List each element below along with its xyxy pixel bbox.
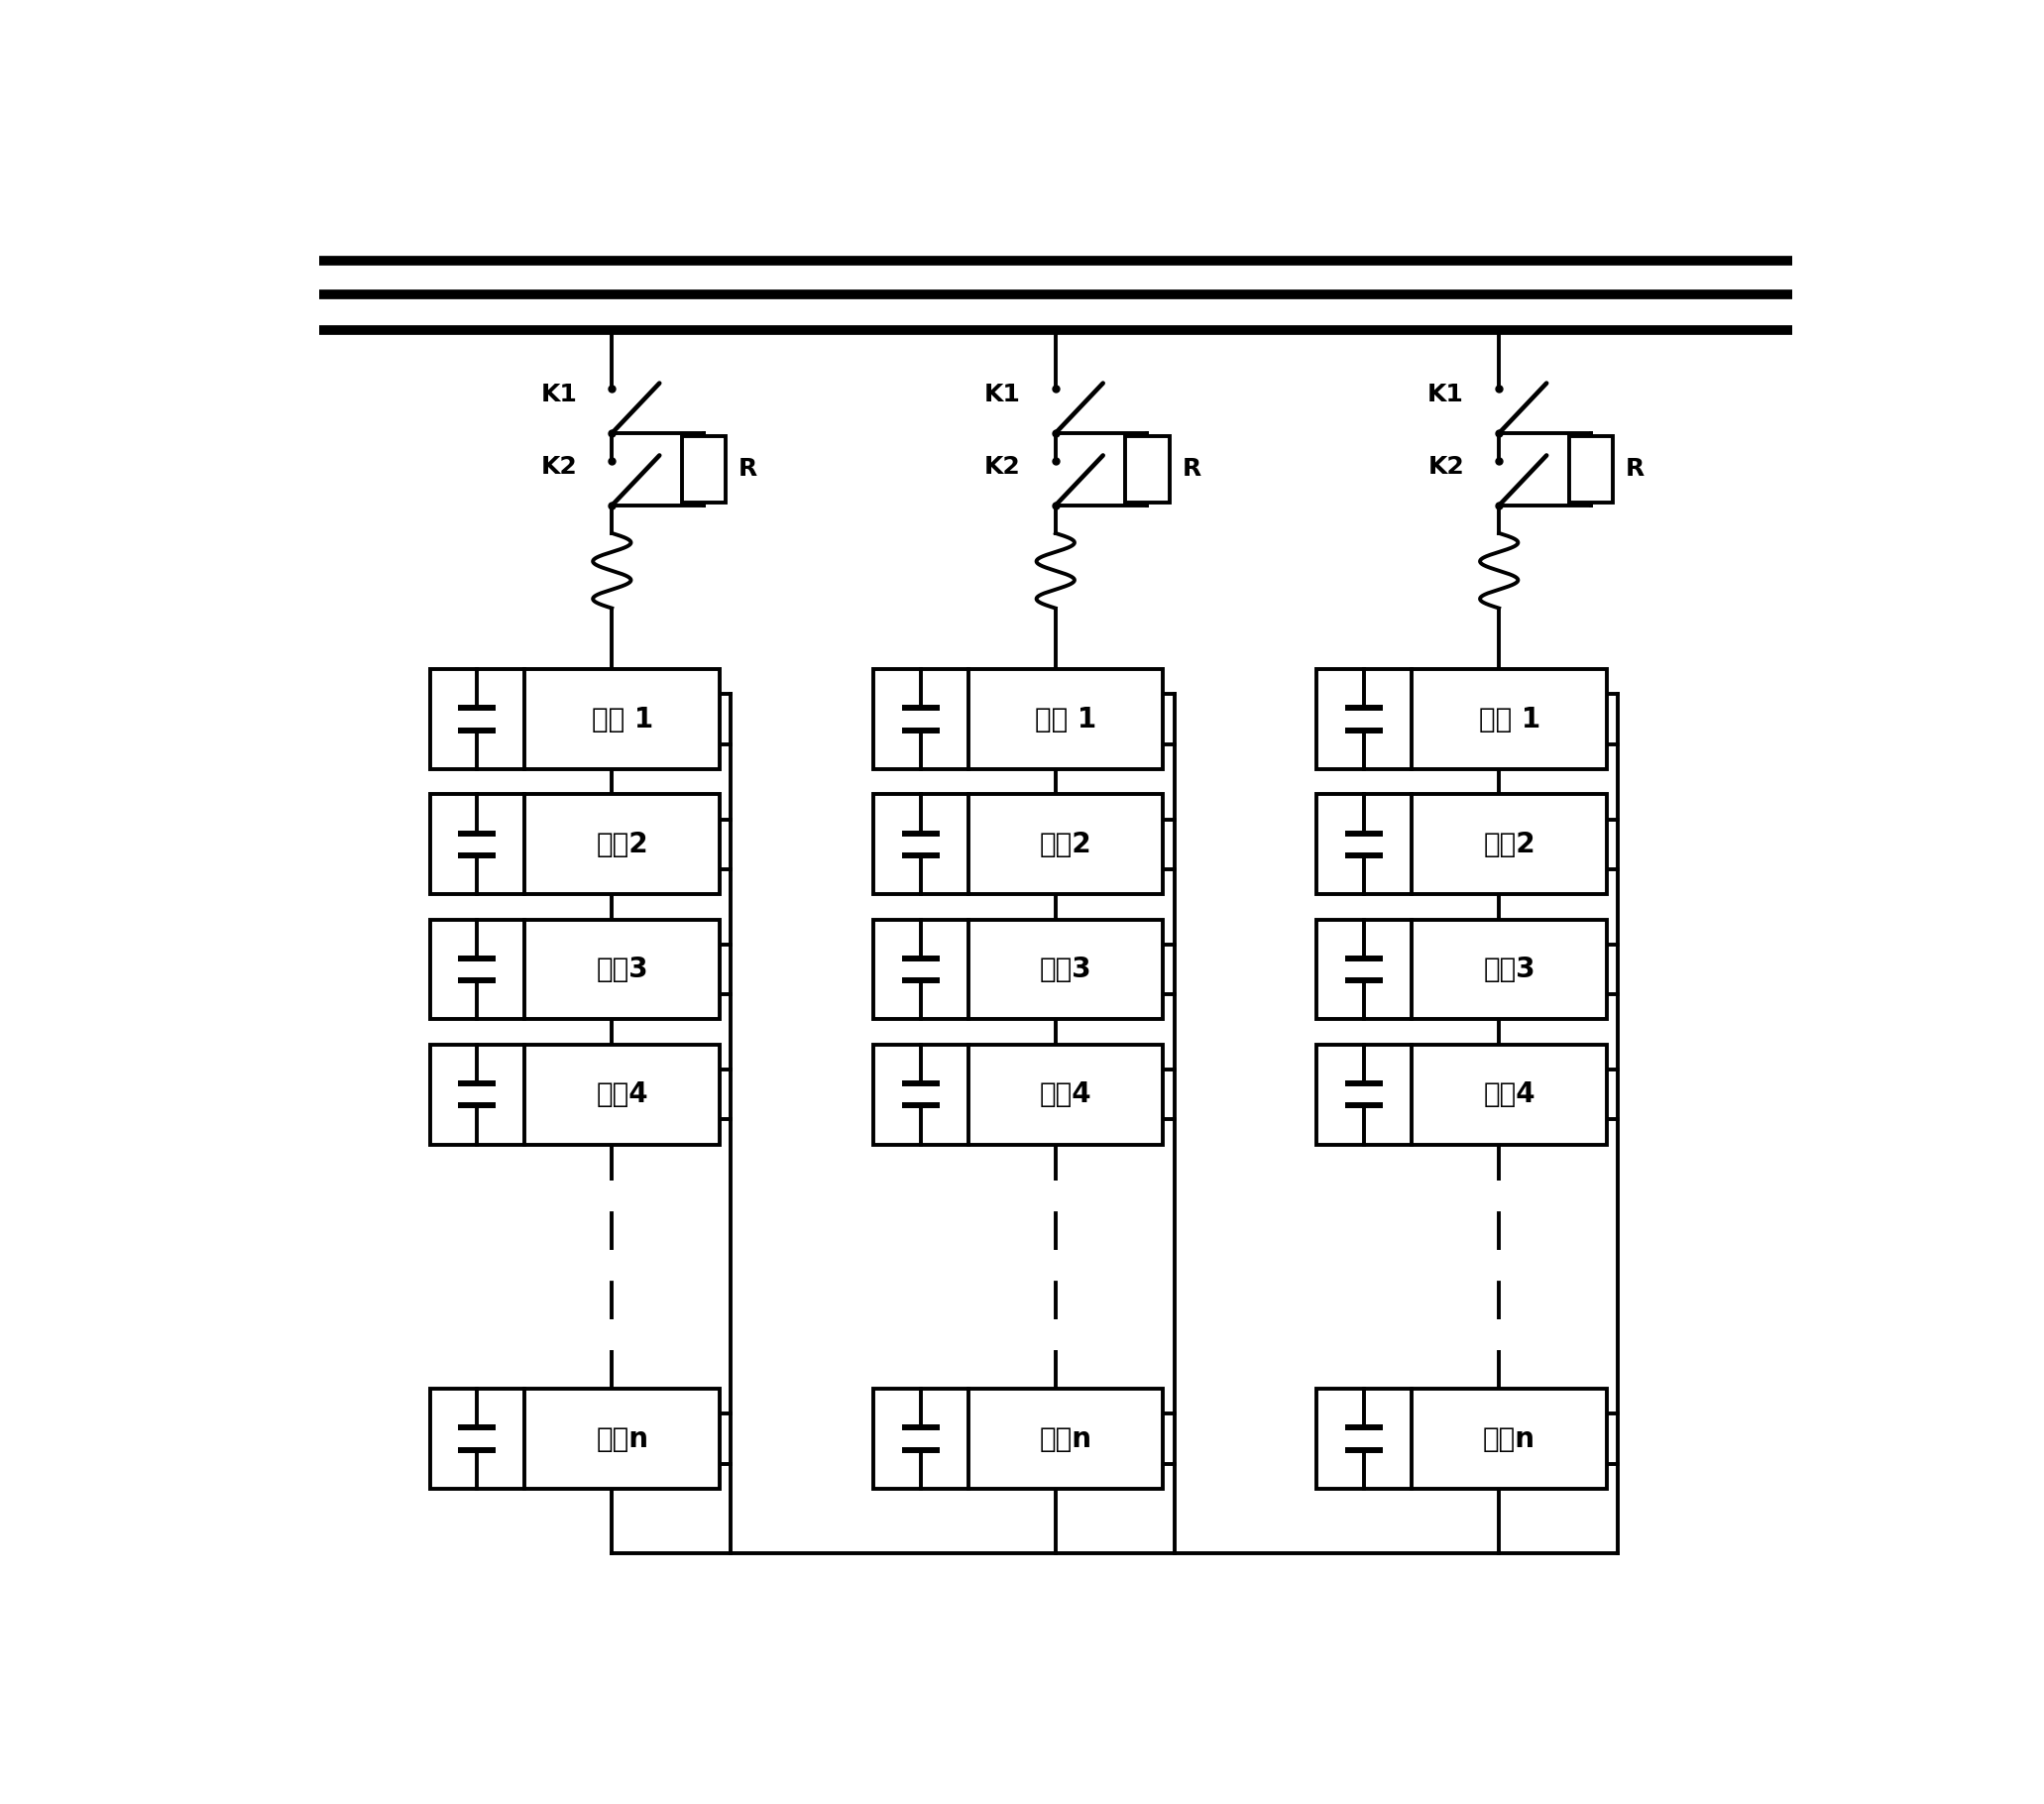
Text: K2: K2 [542, 455, 576, 478]
Text: 单元n: 单元n [1484, 1425, 1535, 1452]
Bar [873, 1045, 1163, 1144]
Text: R: R [1181, 458, 1202, 482]
Text: 单元4: 单元4 [597, 1081, 648, 1108]
Bar [1316, 794, 1607, 895]
Bar [429, 920, 719, 1019]
Bar [873, 794, 1163, 895]
Text: K2: K2 [1429, 455, 1464, 478]
Text: 单元n: 单元n [597, 1425, 648, 1452]
Text: R: R [738, 458, 758, 482]
Bar [429, 1389, 719, 1488]
Text: 单元4: 单元4 [1484, 1081, 1535, 1108]
Text: 单元 1: 单元 1 [1478, 705, 1539, 732]
Bar [1316, 669, 1607, 769]
Bar [1316, 1045, 1607, 1144]
Text: 单元2: 单元2 [597, 830, 648, 859]
Text: 单元3: 单元3 [1484, 956, 1535, 983]
Bar [429, 1045, 719, 1144]
Bar [1316, 1389, 1607, 1488]
Text: 单元 1: 单元 1 [1034, 705, 1096, 732]
Text: K1: K1 [540, 382, 576, 406]
Text: 单元 1: 单元 1 [591, 705, 652, 732]
Bar [681, 437, 726, 503]
Text: 单元4: 单元4 [1040, 1081, 1091, 1108]
Bar [873, 1389, 1163, 1488]
Text: K1: K1 [983, 382, 1020, 406]
Bar [429, 669, 719, 769]
Text: 单元2: 单元2 [1484, 830, 1535, 859]
Text: K2: K2 [985, 455, 1020, 478]
Text: 单元3: 单元3 [1040, 956, 1091, 983]
Text: 单元2: 单元2 [1040, 830, 1091, 859]
Bar [429, 794, 719, 895]
Text: 单元3: 单元3 [597, 956, 648, 983]
Bar [873, 920, 1163, 1019]
Bar [1124, 437, 1169, 503]
Text: 单元n: 单元n [1040, 1425, 1091, 1452]
Text: R: R [1625, 458, 1645, 482]
Text: K1: K1 [1427, 382, 1464, 406]
Bar [873, 669, 1163, 769]
Bar [1316, 920, 1607, 1019]
Bar [1568, 437, 1613, 503]
